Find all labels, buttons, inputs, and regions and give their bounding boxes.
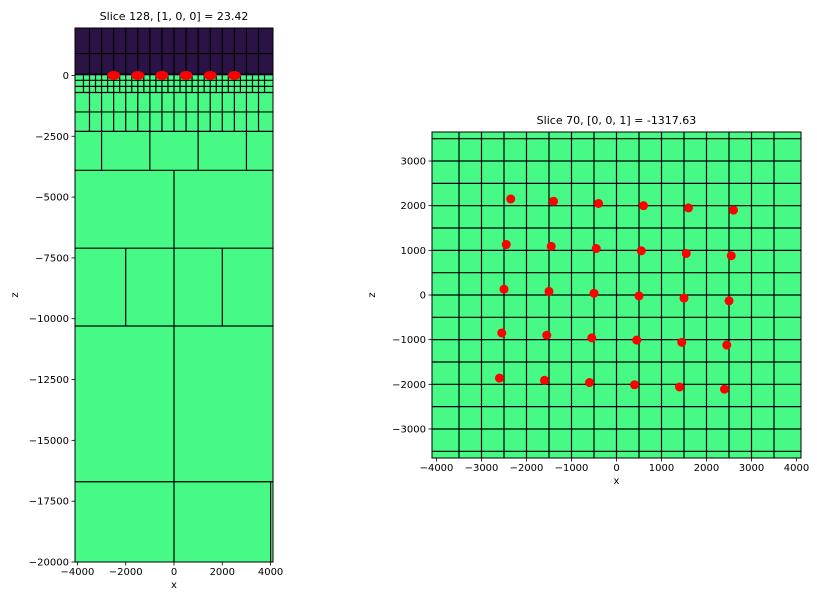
- electrode-marker: [675, 382, 684, 392]
- electrode-marker: [179, 70, 193, 80]
- electrode-marker: [679, 293, 689, 303]
- y-tick-label: 0: [63, 71, 69, 82]
- electrode-marker: [542, 330, 552, 340]
- y-axis-label: z: [10, 292, 21, 297]
- electrode-marker: [544, 286, 554, 296]
- x-tick-label: −2000: [109, 567, 143, 578]
- y-tick-label: −1000: [392, 335, 426, 346]
- electrode-marker: [634, 291, 644, 301]
- y-tick-label: −5000: [35, 193, 69, 204]
- electrode-marker: [724, 296, 734, 306]
- electrode-marker: [589, 288, 599, 298]
- electrode-marker: [729, 205, 738, 215]
- electrode-marker: [495, 373, 504, 383]
- y-tick-label: −20000: [29, 558, 69, 569]
- y-axis-label: z: [367, 292, 378, 297]
- y-tick-label: −7500: [35, 253, 69, 264]
- electrode-marker: [107, 70, 121, 80]
- mesh-lines: [432, 132, 801, 458]
- electrode-marker: [549, 196, 558, 206]
- plot-title: Slice 70, [0, 0, 1] = -1317.63: [537, 114, 697, 127]
- x-tick-label: −3000: [465, 463, 499, 474]
- x-tick-label: 3000: [739, 463, 764, 474]
- electrode-marker: [203, 70, 217, 80]
- electrode-marker: [506, 194, 516, 204]
- electrode-marker: [227, 70, 241, 80]
- electrode-marker: [630, 380, 639, 390]
- electrode-marker: [501, 240, 511, 250]
- x-tick-label: 2000: [694, 463, 719, 474]
- y-tick-label: 2000: [401, 201, 426, 212]
- electrode-marker: [591, 244, 601, 254]
- electrode-marker: [587, 333, 597, 343]
- x-tick-label: 0: [171, 567, 177, 578]
- electrode-marker: [684, 203, 693, 213]
- electrode-marker: [681, 248, 691, 258]
- electrode-marker: [594, 198, 603, 208]
- x-tick-label: −2000: [510, 463, 544, 474]
- y-tick-label: −2000: [392, 380, 426, 391]
- electrode-marker: [726, 251, 736, 261]
- y-tick-label: 1000: [401, 246, 426, 257]
- y-tick-label: −3000: [392, 424, 426, 435]
- y-tick-label: −2500: [35, 132, 69, 143]
- electrode-marker: [720, 384, 729, 394]
- y-tick-label: −12500: [29, 375, 69, 386]
- x-tick-label: −1000: [555, 463, 589, 474]
- x-axis-label: x: [614, 476, 620, 487]
- plot-title: Slice 128, [1, 0, 0] = 23.42: [100, 10, 249, 23]
- left-slice-plot: −4000 −2000 0 2000 40000−2500−5000−7500−1000…: [10, 10, 283, 591]
- x-tick-label: 4000: [784, 463, 809, 474]
- electrode-marker: [131, 70, 145, 80]
- right-slice-plot: −4000 −3000 −2000 −1000 0 1000 2000 3000 4000 300…: [367, 114, 809, 487]
- y-tick-label: −10000: [29, 314, 69, 325]
- electrode-marker: [639, 201, 648, 211]
- electrode-marker: [677, 337, 687, 347]
- y-tick-label: −17500: [29, 497, 69, 508]
- y-tick-label: −15000: [29, 436, 69, 447]
- x-tick-label: −4000: [420, 463, 454, 474]
- electrode-marker: [636, 246, 646, 256]
- electrode-marker: [585, 378, 594, 388]
- electrode-marker: [722, 340, 732, 350]
- electrode-marker: [540, 375, 549, 385]
- y-tick-label: 0: [420, 291, 426, 302]
- x-tick-label: 0: [613, 463, 619, 474]
- electrode-marker: [155, 70, 169, 80]
- electrode-marker: [632, 335, 642, 345]
- x-tick-label: 1000: [649, 463, 674, 474]
- electrode-marker: [546, 241, 556, 251]
- x-tick-label: −4000: [61, 567, 95, 578]
- x-tick-label: 2000: [210, 567, 235, 578]
- electrode-marker: [497, 328, 507, 338]
- electrode-marker: [499, 284, 509, 294]
- x-axis-label: x: [171, 580, 177, 591]
- x-tick-label: 4000: [258, 567, 283, 578]
- y-tick-label: 3000: [401, 157, 426, 168]
- mesh-lines: [75, 28, 273, 562]
